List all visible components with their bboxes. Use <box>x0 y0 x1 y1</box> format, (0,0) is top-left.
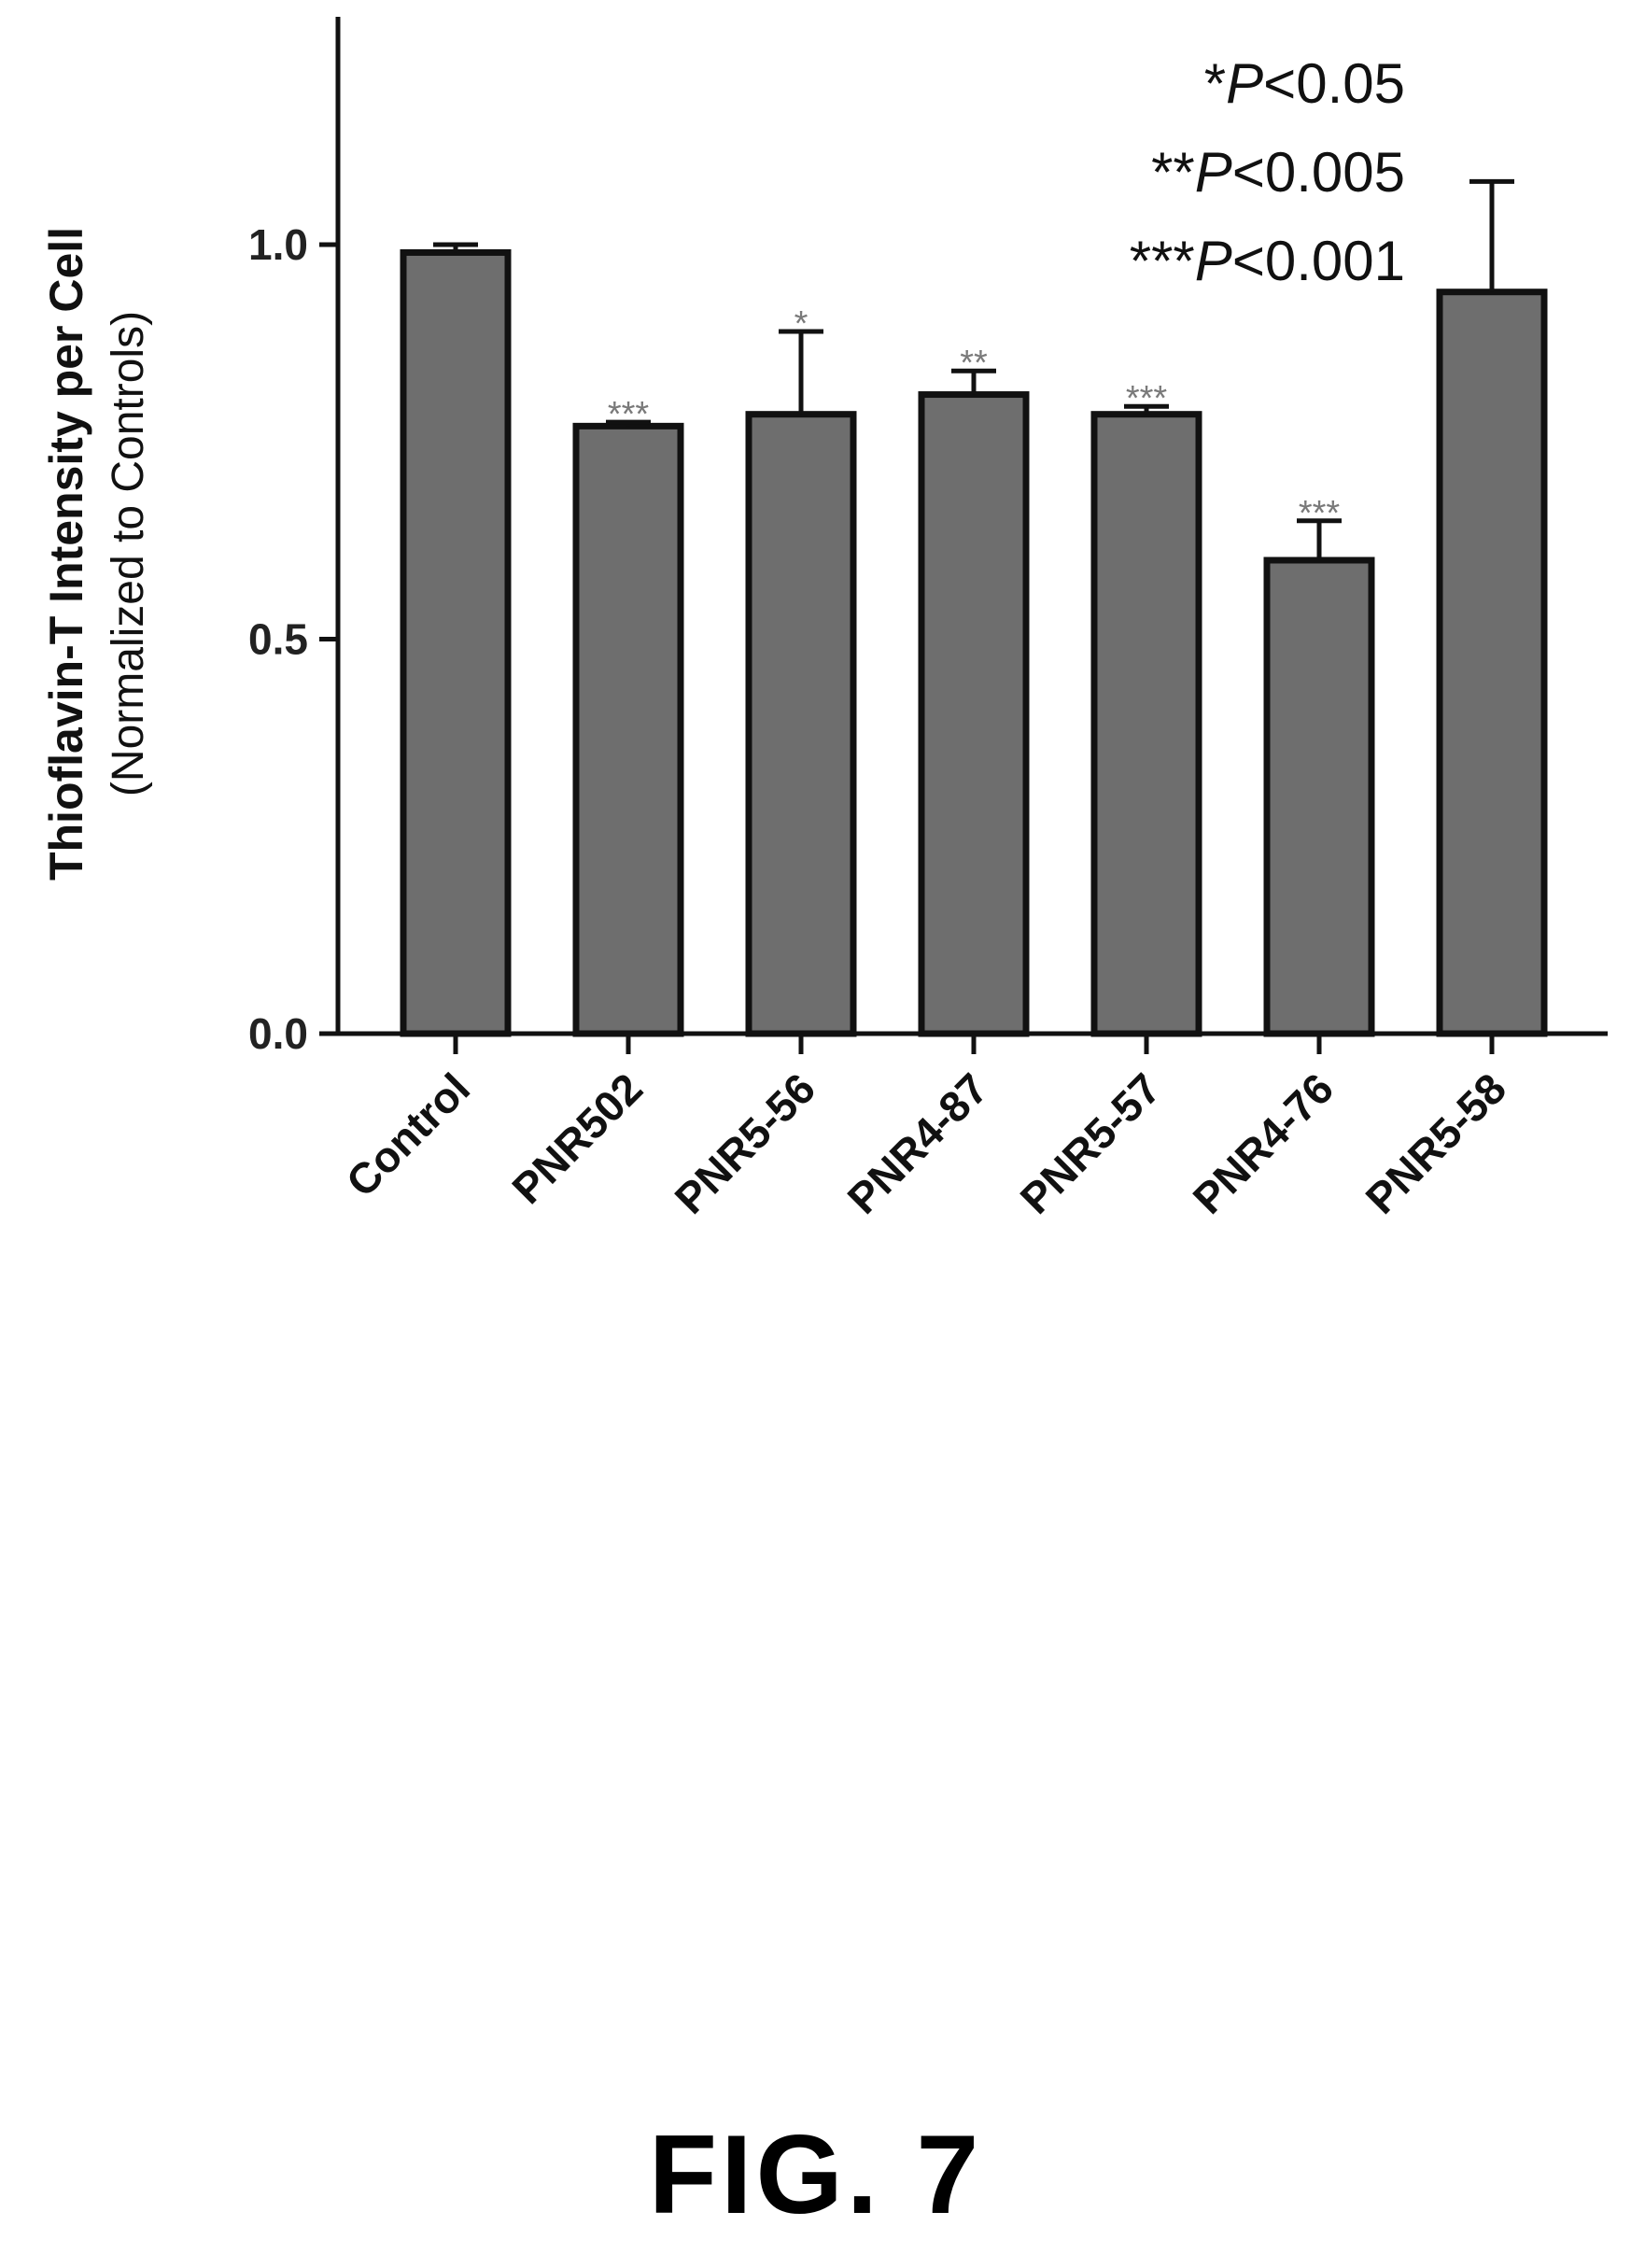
legend-entry: ***P<0.001 <box>1130 230 1405 292</box>
legend-stars: *** <box>1130 230 1195 292</box>
significance-marker: * <box>794 304 808 344</box>
bar-pnr5-58 <box>1436 289 1548 1037</box>
bar-pnr4-76 <box>1263 556 1375 1037</box>
legend-stars: * <box>1204 52 1226 115</box>
legend-threshold: <0.005 <box>1232 141 1405 204</box>
x-tick-label: PNR5-56 <box>666 1064 825 1223</box>
legend-entry: **P<0.005 <box>1151 141 1405 204</box>
bar-control <box>400 248 512 1037</box>
y-tick-label: 0.0 <box>248 1009 308 1058</box>
x-tick-label: PNR5-58 <box>1357 1064 1516 1223</box>
x-tick-label: PNR502 <box>502 1064 652 1213</box>
x-tick-label: PNR5-57 <box>1011 1064 1171 1223</box>
y-axis-title: Thioflavin-T Intensity per Cell <box>40 227 92 880</box>
legend-p: P <box>1226 52 1263 115</box>
figure-caption: FIG. 7 <box>648 2112 983 2237</box>
legend-entry: *P<0.05 <box>1204 52 1405 115</box>
significance-marker: *** <box>1126 379 1168 418</box>
legend-stars: ** <box>1151 141 1195 204</box>
legend-p: P <box>1195 230 1232 292</box>
bar-pnr4-87 <box>918 391 1030 1037</box>
significance-marker: *** <box>1299 494 1341 533</box>
legend-p: P <box>1195 141 1232 204</box>
y-axis-subtitle: (Normalized to Controls) <box>104 311 153 796</box>
significance-legend: *P<0.05**P<0.005***P<0.001 <box>1130 52 1405 292</box>
legend-threshold: <0.001 <box>1232 230 1405 292</box>
y-tick-label: 0.5 <box>248 615 308 664</box>
significance-marker: *** <box>608 395 650 434</box>
bar-pnr5-56 <box>745 411 857 1037</box>
bar-pnr502 <box>572 422 684 1037</box>
significance-marker: ** <box>960 344 988 383</box>
bar-chart: 0.00.51.0Control***PNR502*PNR5-56**PNR4-… <box>40 17 1608 1223</box>
x-tick-label: Control <box>337 1064 479 1205</box>
bar-pnr5-57 <box>1090 411 1202 1037</box>
legend-threshold: <0.05 <box>1263 52 1405 115</box>
y-tick-label: 1.0 <box>248 220 308 269</box>
x-tick-label: PNR4-87 <box>838 1064 998 1223</box>
x-tick-label: PNR4-76 <box>1184 1064 1343 1223</box>
